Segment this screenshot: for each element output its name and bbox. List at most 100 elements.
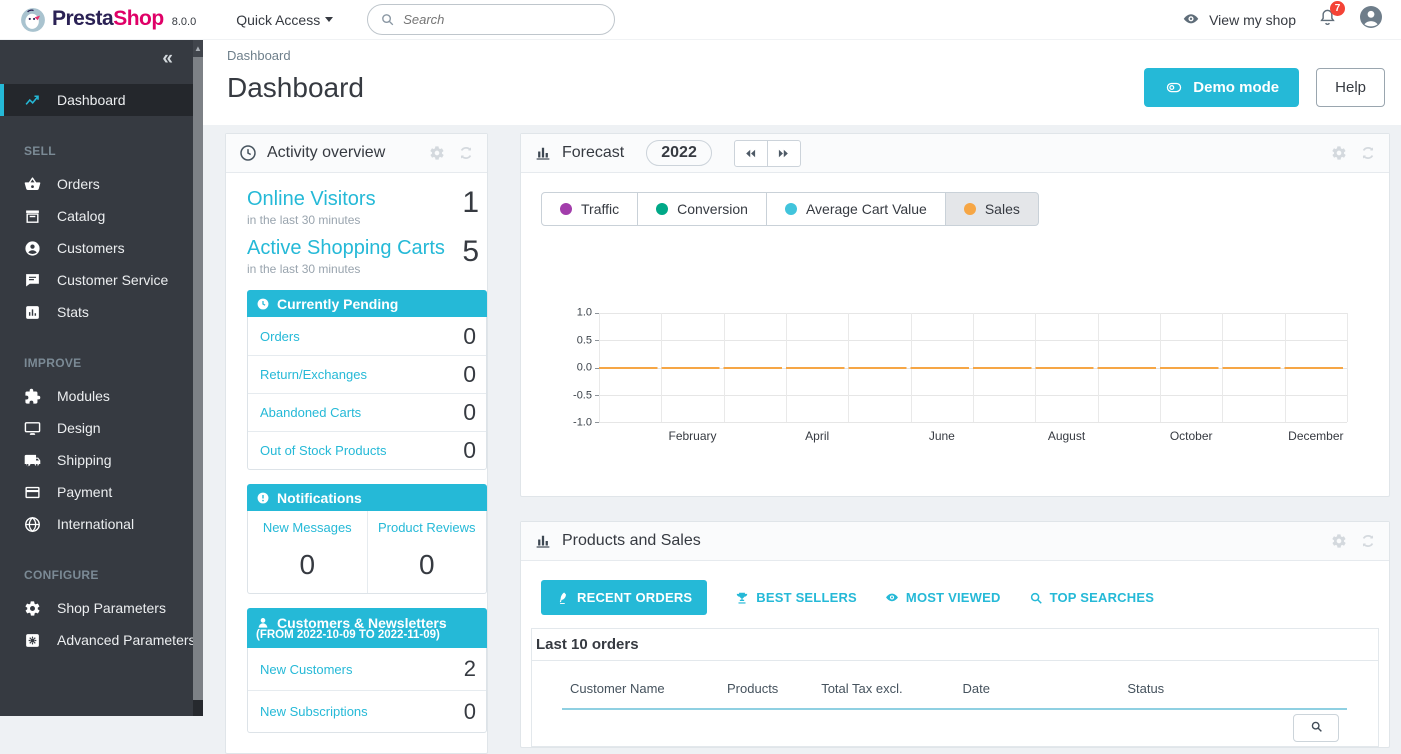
panel-refresh-icon[interactable]	[1360, 533, 1376, 549]
tab-label: MOST VIEWED	[906, 590, 1001, 605]
y-tick-label: 0.0	[577, 361, 592, 373]
gear-icon	[24, 600, 41, 617]
sidebar-item-shop-parameters[interactable]: Shop Parameters	[0, 592, 203, 624]
panel-settings-icon[interactable]	[429, 145, 445, 161]
view-my-shop-link[interactable]: View my shop	[1181, 11, 1296, 28]
scrollbar-up-arrow[interactable]: ▲	[193, 40, 203, 57]
sidebar-item-stats[interactable]: Stats	[0, 296, 203, 328]
sidebar-item-shipping[interactable]: Shipping	[0, 444, 203, 476]
sidebar-item-customers[interactable]: Customers	[0, 232, 203, 264]
sidebar-item-label: Catalog	[57, 208, 105, 224]
sidebar-section-improve: IMPROVE	[24, 356, 203, 370]
breadcrumb[interactable]: Dashboard	[227, 48, 1385, 63]
gear-square-icon	[24, 632, 41, 649]
search-input[interactable]	[403, 12, 602, 27]
sidebar-item-orders[interactable]: Orders	[0, 168, 203, 200]
toggle-icon	[1164, 80, 1184, 95]
sidebar-item-advanced-parameters[interactable]: Advanced Parameters	[0, 624, 203, 656]
quick-access-dropdown[interactable]: Quick Access	[236, 12, 333, 28]
out-of-stock-link[interactable]: Out of Stock Products	[260, 443, 386, 458]
notifications-button[interactable]: 7	[1318, 7, 1337, 33]
sidebar-scrollbar[interactable]: ▲	[193, 40, 203, 716]
global-search[interactable]	[367, 4, 615, 35]
scrollbar-thumb[interactable]	[193, 57, 203, 700]
tab-label: Sales	[985, 201, 1020, 217]
previous-year-button[interactable]	[734, 140, 768, 167]
puzzle-icon	[24, 388, 41, 405]
x-tick-label: February	[668, 429, 716, 443]
pending-orders-link[interactable]: Orders	[260, 329, 300, 344]
abandoned-carts-link[interactable]: Abandoned Carts	[260, 405, 361, 420]
quill-icon	[556, 591, 570, 605]
help-button[interactable]: Help	[1316, 68, 1385, 107]
new-messages-value: 0	[252, 549, 363, 581]
products-sales-panel: Products and Sales RECENT ORDERS BEST S	[520, 521, 1390, 748]
view-my-shop-label: View my shop	[1209, 12, 1296, 28]
tab-recent-orders[interactable]: RECENT ORDERS	[541, 580, 707, 615]
trophy-icon	[735, 591, 749, 605]
panel-refresh-icon[interactable]	[1360, 145, 1376, 161]
chart-bars-icon	[534, 532, 552, 550]
sidebar-item-customer-service[interactable]: Customer Service	[0, 264, 203, 296]
sidebar-item-catalog[interactable]: Catalog	[0, 200, 203, 232]
sidebar-collapse-button[interactable]: «	[162, 48, 173, 70]
average-cart-value-dot-icon	[785, 203, 797, 215]
tab-top-searches[interactable]: TOP SEARCHES	[1029, 590, 1155, 605]
list-item: New Customers 2	[248, 648, 486, 690]
column-customer-name: Customer Name	[562, 671, 719, 709]
online-visitors-sub: in the last 30 minutes	[247, 213, 487, 227]
demo-mode-button[interactable]: Demo mode	[1144, 68, 1299, 107]
product-reviews-link[interactable]: Product Reviews	[378, 520, 476, 535]
new-messages-link[interactable]: New Messages	[263, 520, 352, 535]
column-total-tax-excl: Total Tax excl.	[813, 671, 954, 709]
next-year-button[interactable]	[767, 140, 801, 167]
return-exchanges-link[interactable]: Return/Exchanges	[260, 367, 367, 382]
sidebar-item-modules[interactable]: Modules	[0, 380, 203, 412]
forecast-year: 2022	[646, 140, 712, 166]
new-subscriptions-link[interactable]: New Subscriptions	[260, 704, 368, 719]
panel-refresh-icon[interactable]	[458, 145, 474, 161]
order-details-button[interactable]	[1293, 714, 1339, 742]
tab-most-viewed[interactable]: MOST VIEWED	[885, 590, 1001, 605]
tab-label: RECENT ORDERS	[577, 590, 692, 605]
sidebar-item-international[interactable]: International	[0, 508, 203, 540]
panel-settings-icon[interactable]	[1331, 533, 1347, 549]
prestashop-mascot-icon	[20, 7, 46, 33]
last-orders-box: Last 10 orders Customer Name Products To…	[531, 628, 1379, 747]
new-customers-link[interactable]: New Customers	[260, 662, 352, 677]
prestashop-logo[interactable]: PrestaShop 8.0.0	[20, 7, 196, 33]
trending-up-icon	[24, 92, 41, 109]
magnifier-icon	[1029, 591, 1043, 605]
monitor-icon	[24, 420, 41, 437]
sidebar-item-design[interactable]: Design	[0, 412, 203, 444]
tab-conversion[interactable]: Conversion	[637, 192, 767, 226]
eye-icon	[885, 591, 899, 605]
panel-settings-icon[interactable]	[1331, 145, 1347, 161]
products-sales-tabs: RECENT ORDERS BEST SELLERS MOST VIEWED T…	[541, 580, 1389, 615]
magnifier-icon	[1310, 720, 1323, 733]
active-carts-link[interactable]: Active Shopping Carts	[247, 237, 487, 260]
x-tick-label: April	[805, 429, 829, 443]
sidebar-item-label: Orders	[57, 176, 100, 192]
orders-table: Customer Name Products Total Tax excl. D…	[562, 671, 1347, 746]
active-carts-value: 5	[462, 235, 479, 269]
tab-traffic[interactable]: Traffic	[541, 192, 638, 226]
tab-average-cart-value[interactable]: Average Cart Value	[766, 192, 946, 226]
active-carts-sub: in the last 30 minutes	[247, 262, 487, 276]
sidebar-item-payment[interactable]: Payment	[0, 476, 203, 508]
out-of-stock-value: 0	[463, 437, 476, 464]
tab-sales[interactable]: Sales	[945, 192, 1039, 226]
currently-pending-list: Orders 0 Return/Exchanges 0 Abandoned Ca…	[247, 317, 487, 470]
column-date: Date	[954, 671, 1119, 709]
products-sales-title: Products and Sales	[562, 532, 701, 550]
online-visitors-link[interactable]: Online Visitors	[247, 188, 487, 211]
scrollbar-track-bottom	[193, 700, 203, 716]
user-avatar-button[interactable]	[1359, 5, 1383, 34]
tab-best-sellers[interactable]: BEST SELLERS	[735, 590, 857, 605]
last-orders-title: Last 10 orders	[532, 629, 1378, 661]
sidebar-item-dashboard[interactable]: Dashboard	[0, 84, 203, 116]
list-item: Return/Exchanges 0	[248, 355, 486, 393]
notifications-title: Notifications	[277, 490, 362, 506]
tab-label: Average Cart Value	[806, 201, 927, 217]
currently-pending-header: Currently Pending	[247, 290, 487, 317]
